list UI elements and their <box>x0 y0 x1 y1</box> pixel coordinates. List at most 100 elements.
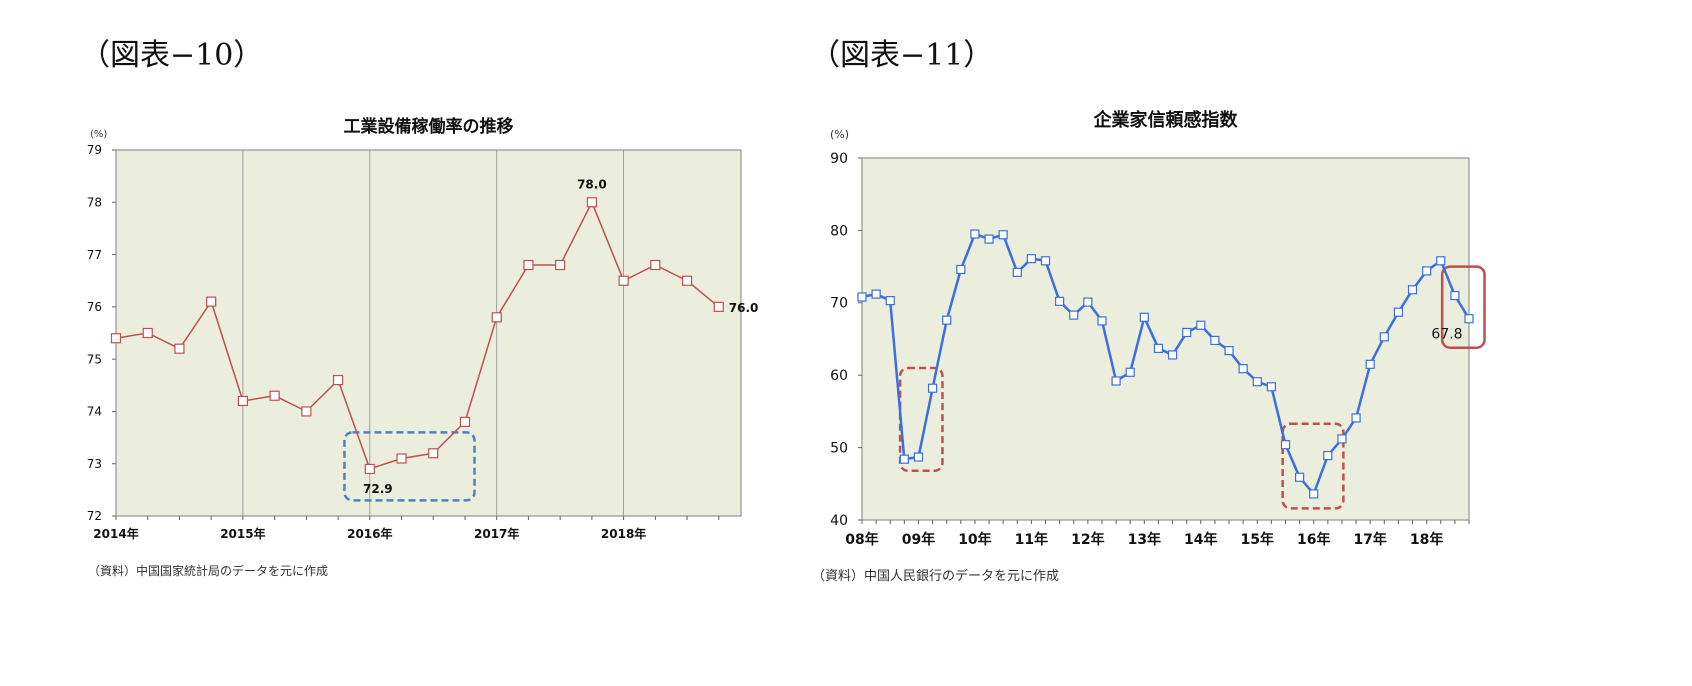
data-point <box>618 275 629 286</box>
data-point <box>491 312 502 323</box>
x-tick-label: 2014年 <box>93 526 138 541</box>
plot-area <box>115 149 742 517</box>
data-point <box>1196 320 1206 330</box>
business-confidence-chart: 企業家信頼感指数 (%) 40 50 60 70 80 90 08年 09年 10年 11年 12年 13… <box>830 109 1486 548</box>
data-point <box>1083 297 1093 307</box>
figure-label-11: （図表−11） <box>810 38 994 73</box>
x-tick-label: 08年 <box>845 531 878 548</box>
data-point <box>650 259 661 271</box>
y-tick-label: 79 <box>87 143 102 157</box>
x-tick-label: 13年 <box>1128 531 1161 548</box>
data-point <box>586 197 597 208</box>
data-point <box>364 463 375 475</box>
y-tick-label: 77 <box>87 248 102 262</box>
y-axis-unit: (%) <box>90 129 107 140</box>
data-point <box>1153 343 1164 354</box>
capacity-utilization-chart: 工業設備稼働率の推移 (%) 72 73 74 75 76 77 78 79 2014年 2015年 2… <box>87 116 759 541</box>
data-point <box>1224 345 1234 356</box>
data-point <box>1337 434 1347 444</box>
data-point <box>396 453 407 464</box>
x-tick-label: 2018年 <box>601 526 646 541</box>
x-tick-label: 14年 <box>1184 531 1217 548</box>
data-point <box>269 390 280 401</box>
y-tick-label: 74 <box>87 405 102 419</box>
data-point <box>428 448 439 459</box>
x-tick-label: 10年 <box>958 531 991 548</box>
data-point <box>1365 359 1375 369</box>
data-point <box>1182 327 1192 338</box>
data-point <box>1295 472 1305 482</box>
data-point <box>1111 376 1121 386</box>
data-point <box>998 230 1008 240</box>
data-point <box>237 395 249 407</box>
data-point <box>1266 382 1276 392</box>
data-point <box>1323 450 1333 461</box>
plot-area <box>861 157 1470 521</box>
y-tick-label: 80 <box>830 223 848 239</box>
figure-label-10: （図表−10） <box>80 38 264 73</box>
source-note-10: （資料）中国国家統計局のデータを元に作成 <box>88 564 329 578</box>
y-tick-label: 75 <box>87 352 102 366</box>
chart-title: 工業設備稼働率の推移 <box>344 116 514 137</box>
x-tick-label: 17年 <box>1353 531 1386 548</box>
x-tick-label: 2017年 <box>474 526 519 541</box>
data-point <box>1379 332 1389 342</box>
data-point <box>942 315 952 325</box>
data-point <box>885 296 895 306</box>
source-note-11: （資料）中国人民銀行のデータを元に作成 <box>812 569 1060 584</box>
data-point <box>1464 314 1474 324</box>
data-point <box>1167 350 1178 360</box>
data-point <box>1252 377 1262 387</box>
data-point <box>1436 256 1446 266</box>
data-point <box>1055 296 1065 306</box>
series-line <box>115 200 720 470</box>
x-tick-label: 11年 <box>1015 531 1048 548</box>
x-tick-label: 12年 <box>1071 531 1104 548</box>
data-point <box>206 296 217 307</box>
data-point <box>681 275 693 286</box>
data-point <box>1450 290 1460 301</box>
chart-title: 企業家信頼感指数 <box>1093 109 1239 131</box>
data-point <box>1069 310 1079 320</box>
data-label: 67.8 <box>1431 327 1462 343</box>
data-point <box>1351 413 1361 423</box>
data-point <box>1393 307 1404 317</box>
series-line <box>861 232 1471 497</box>
y-tick-label: 70 <box>830 296 848 312</box>
y-tick-label: 50 <box>830 441 848 457</box>
data-point <box>142 327 153 339</box>
data-point <box>713 301 724 312</box>
y-tick-label: 76 <box>87 300 102 314</box>
data-point <box>899 454 909 464</box>
y-tick-label: 72 <box>87 509 102 523</box>
data-point <box>970 229 980 239</box>
highlight-box <box>1440 265 1486 349</box>
data-label: 78.0 <box>577 177 607 191</box>
x-tick-label: 18年 <box>1410 531 1443 548</box>
data-point <box>1210 335 1220 346</box>
data-point <box>984 234 994 244</box>
data-point <box>555 259 566 271</box>
data-point <box>523 259 534 271</box>
data-point <box>1040 256 1051 266</box>
data-point <box>1125 367 1135 377</box>
data-point <box>1026 254 1036 264</box>
highlight-box <box>343 431 476 502</box>
data-point <box>1309 489 1319 499</box>
highlight-box <box>1281 422 1345 510</box>
data-point <box>1238 364 1248 374</box>
y-tick-label: 90 <box>830 151 848 167</box>
x-tick-label: 16年 <box>1297 531 1330 548</box>
data-label: 72.9 <box>363 482 393 496</box>
data-point <box>174 343 185 354</box>
data-point <box>110 333 122 344</box>
y-tick-label: 40 <box>830 513 848 529</box>
data-point <box>459 416 471 427</box>
data-point <box>927 383 938 393</box>
data-point <box>956 264 966 275</box>
data-point <box>301 406 312 417</box>
data-point <box>871 289 881 299</box>
data-point <box>1012 267 1022 277</box>
data-point <box>332 374 344 386</box>
data-label: 76.0 <box>729 301 759 315</box>
